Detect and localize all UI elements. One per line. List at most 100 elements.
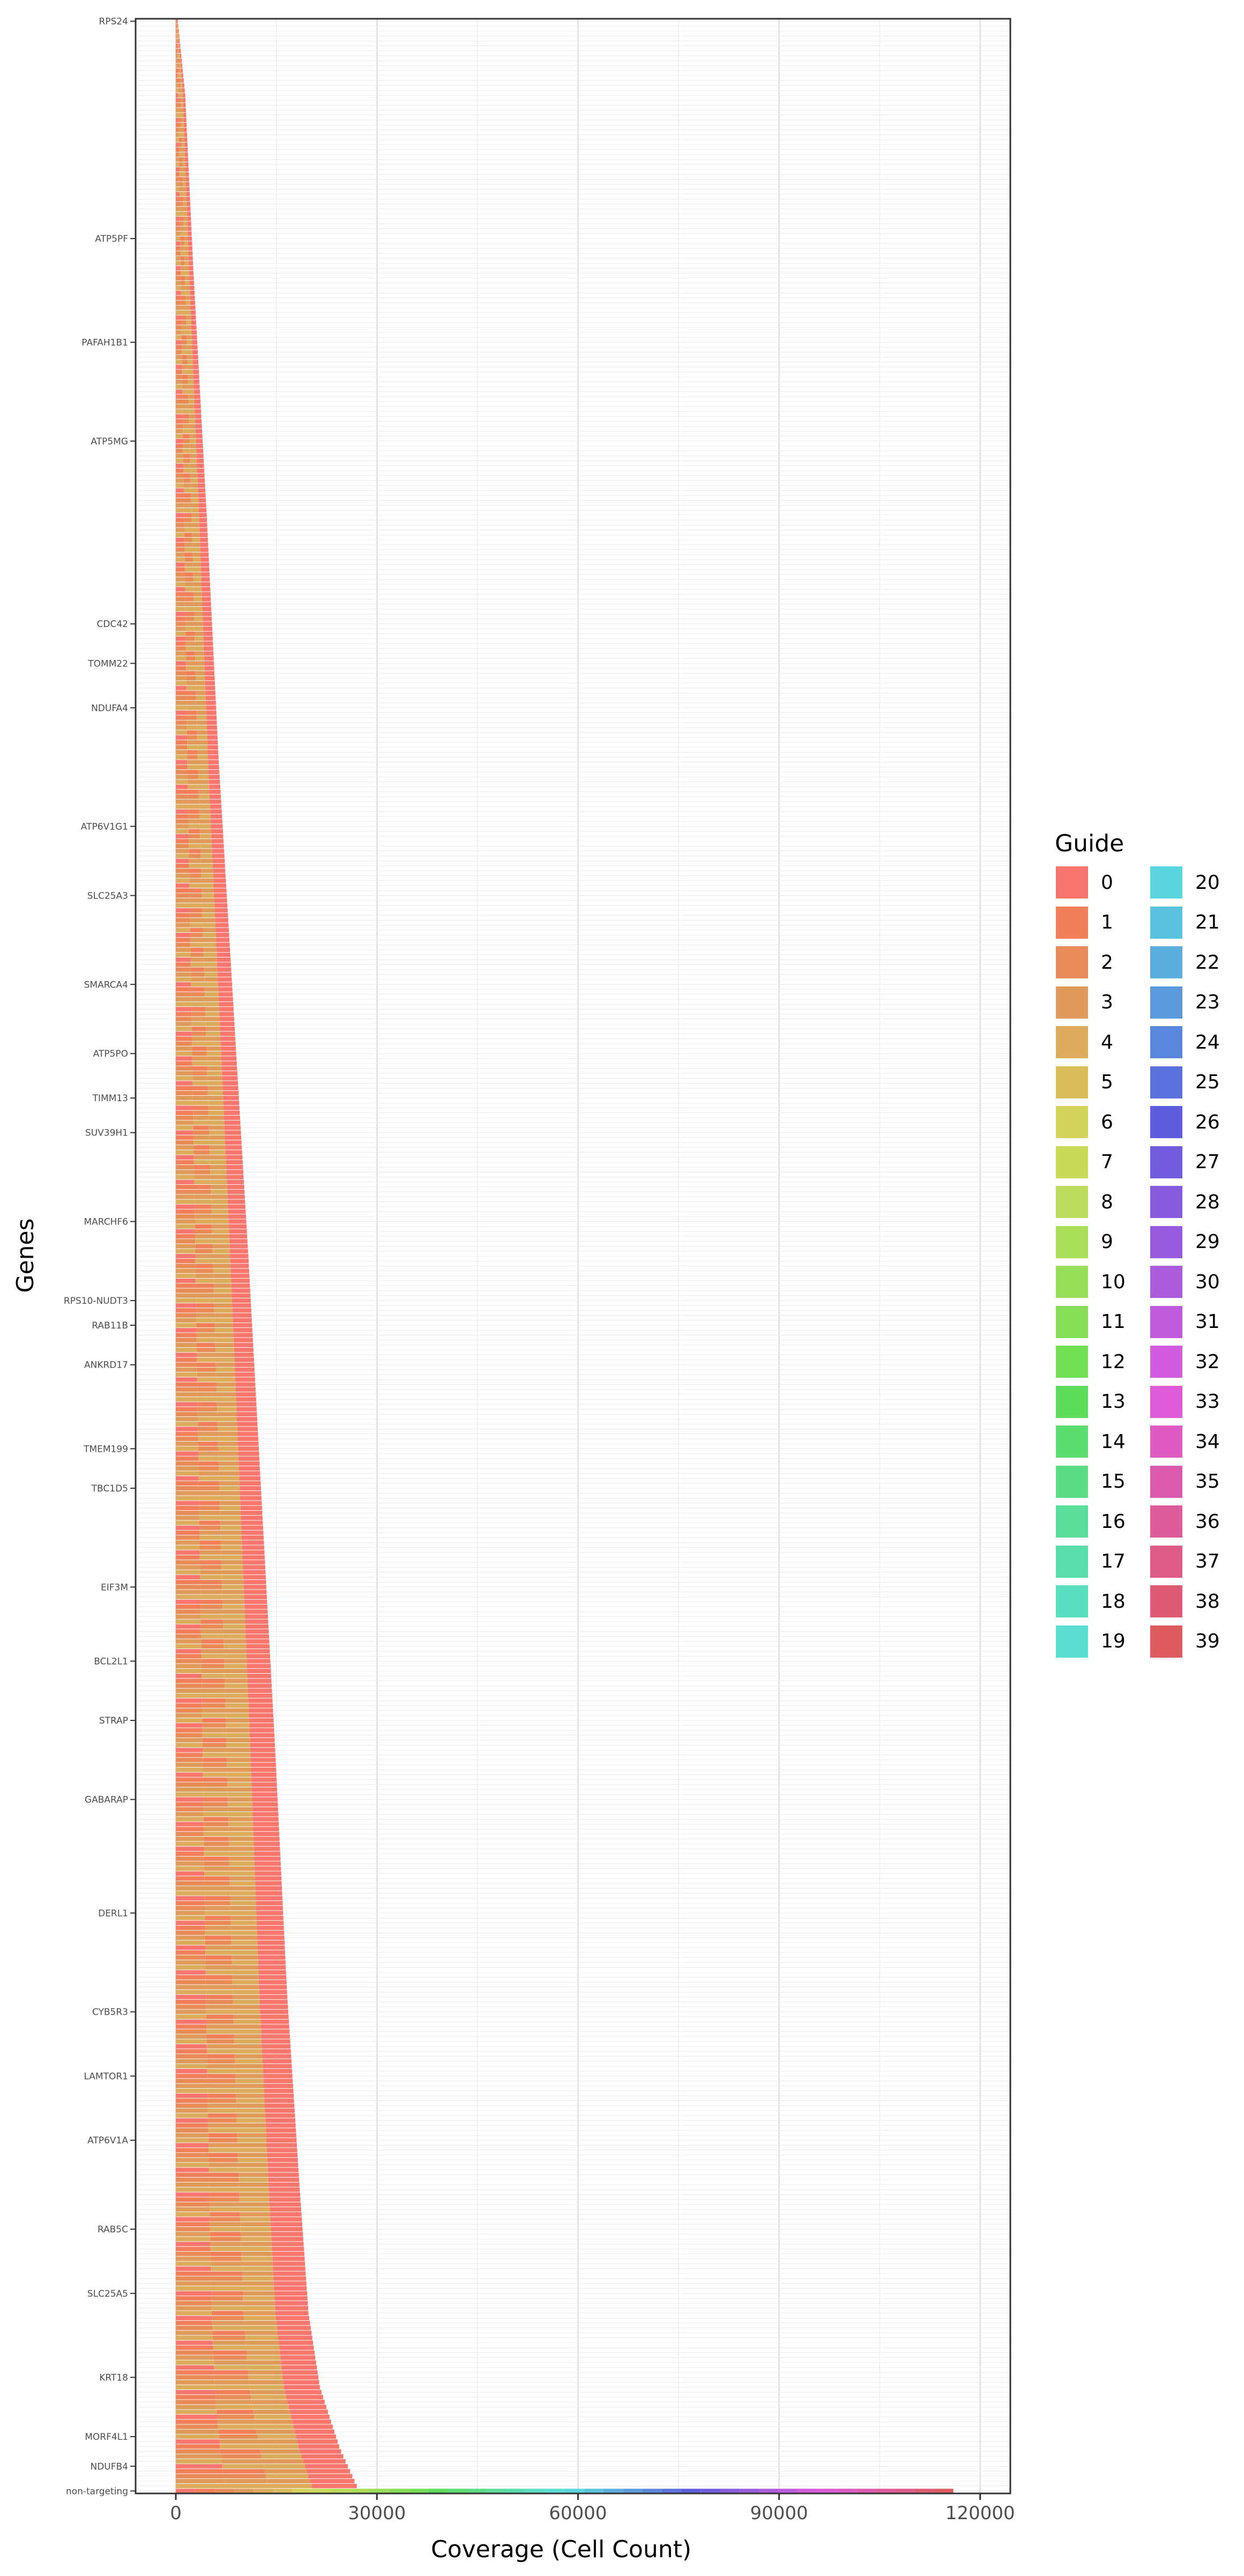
bar-segment xyxy=(267,2163,299,2167)
bar-segment xyxy=(183,93,185,98)
bar-segment xyxy=(206,2024,234,2029)
bar-segment xyxy=(176,602,185,606)
bar-segment xyxy=(233,1994,260,2000)
bar-segment xyxy=(178,43,180,48)
bar-segment xyxy=(225,1688,248,1693)
bar-segment xyxy=(203,1768,227,1772)
bar-segment-non-targeting xyxy=(234,2489,254,2493)
bar-segment xyxy=(189,429,196,434)
bar-segment xyxy=(177,68,180,73)
bar-segment xyxy=(198,794,210,799)
bar-segment xyxy=(196,1293,214,1298)
legend-swatch xyxy=(1149,1185,1183,1220)
bar-segment xyxy=(176,1219,195,1224)
bar-segment xyxy=(215,918,228,923)
bar-segment xyxy=(263,2069,293,2074)
bar-segment-non-targeting xyxy=(681,2489,701,2493)
bar-segment xyxy=(189,266,193,271)
bar-segment xyxy=(176,2256,211,2261)
bar-segment xyxy=(176,587,185,592)
bar-segment xyxy=(200,1629,224,1634)
bar-segment xyxy=(182,409,189,414)
bar-segment xyxy=(221,1061,237,1066)
bar-segment xyxy=(176,735,188,740)
bar-segment xyxy=(189,863,201,868)
bar-segment xyxy=(195,636,204,641)
bar-segment xyxy=(192,1076,207,1081)
bar-segment xyxy=(182,157,185,162)
bar-segment xyxy=(211,2301,243,2306)
bar-segment xyxy=(183,197,187,202)
bar-segment xyxy=(231,1931,257,1935)
legend-swatch xyxy=(1149,1304,1183,1339)
bar-segment xyxy=(176,1510,199,1516)
bar-segment xyxy=(187,700,197,706)
bar-segment xyxy=(176,1278,196,1283)
bar-segment xyxy=(182,394,189,399)
legend-swatch xyxy=(1149,1584,1183,1619)
gene-label: EIF3M xyxy=(101,1582,128,1593)
bar-segment xyxy=(176,923,190,927)
bar-segment xyxy=(176,2251,211,2256)
bar-segment xyxy=(256,2424,294,2429)
bar-segment xyxy=(184,236,188,241)
bar-segment xyxy=(237,2148,267,2152)
bar-segment xyxy=(176,1377,197,1382)
bar-segment xyxy=(273,2281,307,2286)
bar-segment xyxy=(186,656,196,661)
bar-segment xyxy=(176,706,187,710)
legend-swatch xyxy=(1055,865,1089,900)
bar-segment xyxy=(181,137,185,142)
bar-segment xyxy=(224,1105,240,1110)
bar-segment xyxy=(238,1451,259,1456)
bar-segment xyxy=(195,1229,212,1234)
bar-segment xyxy=(198,1451,219,1456)
bar-segment xyxy=(209,1145,226,1150)
bar-segment xyxy=(176,1683,202,1688)
bar-segment xyxy=(217,1392,236,1397)
bar-segment xyxy=(183,429,190,434)
bar-segment xyxy=(210,1160,226,1165)
bar-segment xyxy=(252,1792,278,1797)
bar-segment xyxy=(204,982,218,987)
bar-segment xyxy=(176,646,186,651)
bar-segment xyxy=(242,1545,264,1550)
bar-segment xyxy=(176,434,183,439)
bar-segment xyxy=(186,666,196,671)
legend-item: 36 xyxy=(1149,1502,1233,1542)
bar-segment xyxy=(177,39,178,43)
bar-segment xyxy=(184,122,187,128)
bar-segment xyxy=(227,1190,245,1194)
bar-segment xyxy=(187,769,198,775)
bar-segment xyxy=(261,2034,290,2039)
bar-segment xyxy=(258,1955,286,1960)
bar-segment xyxy=(199,1540,221,1545)
bar-segment xyxy=(240,1501,262,1505)
bar-segment xyxy=(176,1313,197,1318)
bar-segment xyxy=(181,325,187,330)
bar-segment xyxy=(191,325,197,330)
legend-item: 11 xyxy=(1055,1302,1138,1342)
bar-segment xyxy=(176,2118,208,2123)
bar-segment xyxy=(234,2054,263,2059)
bar-segment xyxy=(190,962,204,967)
bar-segment xyxy=(236,1397,256,1402)
legend-swatch xyxy=(1055,1464,1089,1499)
bar-segment xyxy=(196,706,206,710)
bar-segment xyxy=(197,468,205,473)
bar-segment xyxy=(176,913,190,918)
bar-segment xyxy=(210,1170,227,1175)
bar-segment xyxy=(176,1061,192,1066)
bar-segment xyxy=(181,108,184,113)
bar-segment xyxy=(203,1822,229,1827)
bar-segment xyxy=(184,271,189,276)
bar-segment xyxy=(176,1901,205,1906)
bar-segment xyxy=(176,666,187,671)
bar-segment xyxy=(219,1016,234,1021)
gene-label: SLC25A3 xyxy=(87,890,128,901)
bar-segment xyxy=(219,1476,240,1481)
bar-segment xyxy=(184,142,188,147)
bar-segment xyxy=(176,1787,204,1792)
legend-label: 32 xyxy=(1195,1350,1220,1373)
